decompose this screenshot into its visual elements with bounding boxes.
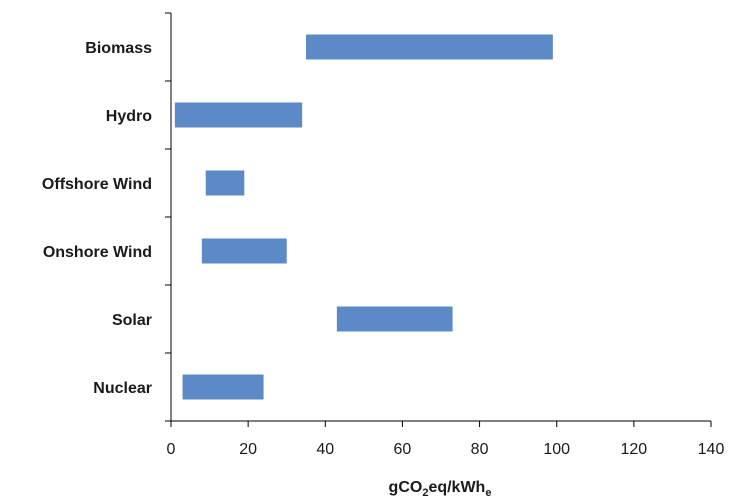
category-labels: Biomass Hydro Offshore Wind Onshore Wind Sol… bbox=[42, 40, 152, 397]
bar-hydro bbox=[174, 102, 303, 128]
category-label: Solar bbox=[112, 312, 152, 329]
axes-group bbox=[170, 13, 711, 422]
bar-onshore-wind bbox=[201, 238, 287, 264]
x-tick-label: 20 bbox=[239, 441, 257, 458]
category-label: Offshore Wind bbox=[42, 176, 152, 193]
bar-nuclear bbox=[182, 374, 264, 400]
x-axis-ticks: 0 20 40 60 80 100 120 140 bbox=[167, 421, 725, 458]
bar-solar bbox=[336, 306, 453, 332]
x-axis-title-subscript: e bbox=[485, 487, 491, 499]
bar-biomass bbox=[306, 34, 553, 60]
x-tick-label: 80 bbox=[471, 441, 489, 458]
category-label: Onshore Wind bbox=[43, 244, 152, 261]
x-tick-label: 100 bbox=[543, 441, 570, 458]
category-label: Nuclear bbox=[93, 380, 152, 397]
x-axis-title-subscript: 2 bbox=[422, 487, 428, 499]
x-axis-title-part: g bbox=[389, 479, 399, 496]
x-axis-title-part: eq/kWh bbox=[428, 479, 485, 496]
x-tick-label: 120 bbox=[621, 441, 648, 458]
x-tick-label: 140 bbox=[698, 441, 725, 458]
x-tick-label: 0 bbox=[167, 441, 176, 458]
category-label: Biomass bbox=[85, 40, 152, 57]
x-axis-title: gCO2eq/kWhe bbox=[389, 479, 492, 499]
x-tick-label: 40 bbox=[316, 441, 334, 458]
x-axis-title-part: CO bbox=[398, 479, 422, 496]
category-label: Hydro bbox=[106, 108, 152, 125]
y-axis-ticks bbox=[165, 12, 171, 422]
x-tick-label: 60 bbox=[394, 441, 412, 458]
bar-offshore-wind bbox=[205, 170, 245, 196]
bars-group bbox=[174, 34, 553, 400]
